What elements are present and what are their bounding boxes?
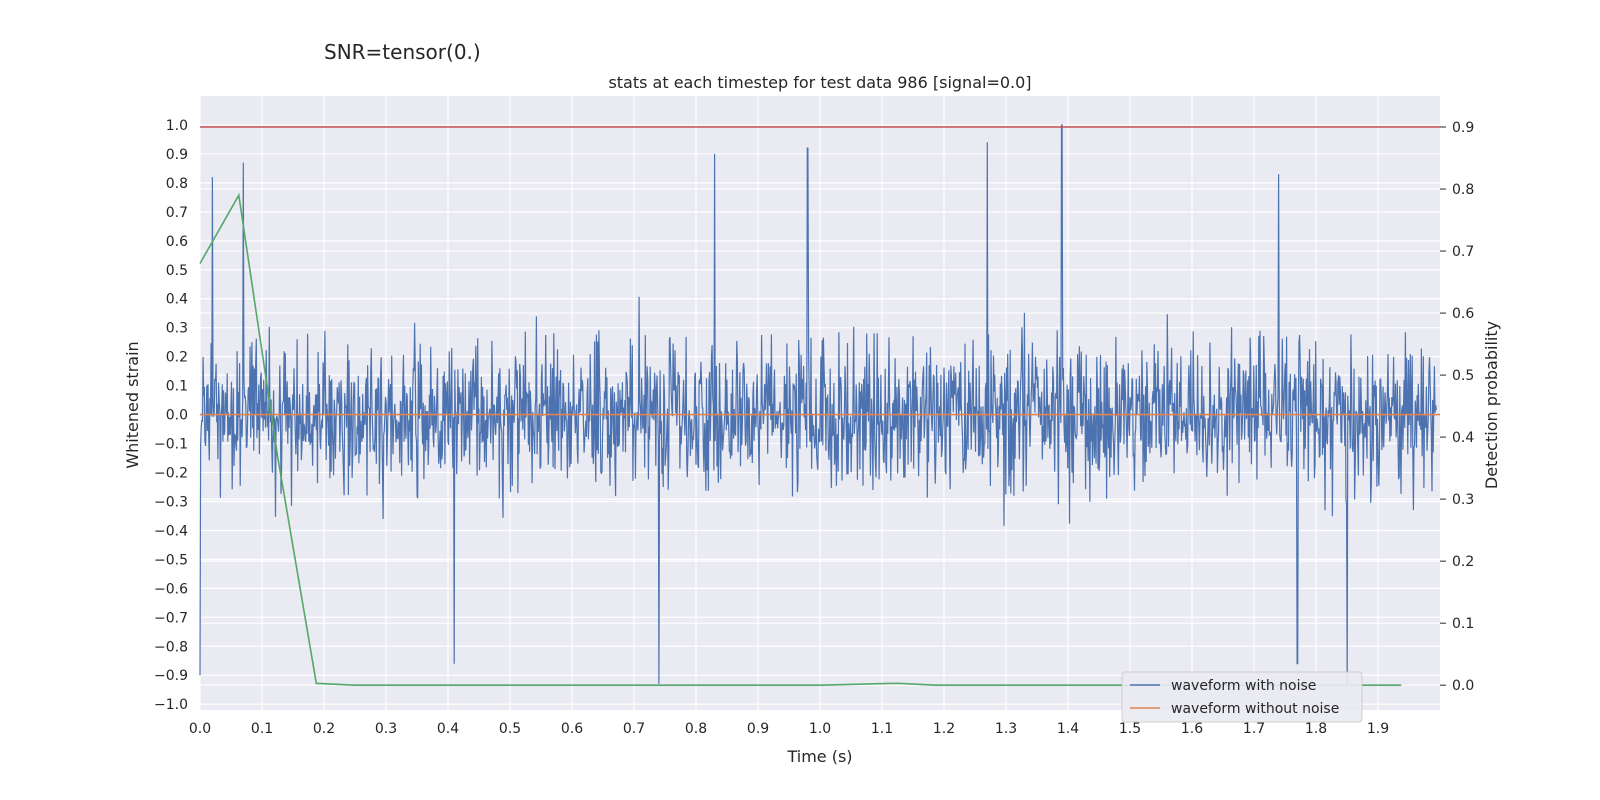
x-tick-label: 0.7 [623, 721, 645, 737]
figure-suptitle: SNR=tensor(0.) [324, 40, 481, 64]
legend-box [1121, 671, 1363, 723]
x-tick-label: 1.2 [933, 721, 955, 737]
legend-label-waveform-without-noise: waveform without noise [1171, 701, 1339, 717]
x-tick-label: 0.9 [747, 721, 769, 737]
x-tick-label: 1.8 [1305, 721, 1327, 737]
y-right-tick-labels: 0.9 0.8 0.7 0.6 0.5 0.4 0.3 0.2 0.1 0.0 [1440, 120, 1474, 694]
line-waveform-with-noise [199, 124, 1437, 684]
y-right-tick-label: 0.1 [1452, 616, 1474, 632]
y-right-tick-label: 0.7 [1452, 244, 1474, 260]
legend: waveform with noise waveform without noi… [1121, 671, 1363, 723]
x-tick-label: 1.7 [1243, 721, 1265, 737]
y-tick-label: −0.2 [154, 466, 188, 482]
y-right-tick-label: 0.0 [1452, 678, 1474, 694]
y-tick-label: 0.9 [166, 147, 188, 163]
x-tick-label: 0.2 [313, 721, 335, 737]
y-right-tick-label: 0.9 [1452, 120, 1474, 136]
x-tick-label: 1.3 [995, 721, 1017, 737]
y-tick-label: −0.9 [154, 668, 188, 684]
y-tick-label: 0.0 [166, 408, 188, 424]
x-tick-label: 0.5 [499, 721, 521, 737]
y-axis-label: Whitened strain [123, 341, 142, 468]
line-detection-probability [199, 192, 1402, 687]
x-tick-label: 0.3 [375, 721, 397, 737]
y-tick-label: 1.0 [166, 118, 188, 134]
y-tick-label: 0.6 [166, 234, 188, 250]
x-tick-label: 0.6 [561, 721, 583, 737]
y-right-tick-label: 0.3 [1452, 492, 1474, 508]
y-right-axis-label: Detection probability [1482, 321, 1501, 489]
y-right-tick-label: 0.6 [1452, 306, 1474, 322]
y-tick-label: 0.3 [166, 321, 188, 337]
x-tick-labels: 0.0 0.1 0.2 0.3 0.4 0.5 0.6 0.7 0.8 0.9 1.0 1.1 1.2 1… [189, 721, 1389, 737]
x-axis-label: Time (s) [786, 747, 852, 766]
y-tick-label: 0.2 [166, 350, 188, 366]
legend-label-waveform-with-noise: waveform with noise [1171, 678, 1316, 694]
x-tick-label: 1.5 [1119, 721, 1141, 737]
x-tick-label: 1.0 [809, 721, 831, 737]
x-tick-label: 1.6 [1181, 721, 1203, 737]
x-tick-label: 1.9 [1367, 721, 1389, 737]
y-right-tick-label: 0.4 [1452, 430, 1474, 446]
y-tick-label: 0.4 [166, 292, 188, 308]
y-tick-label: −0.3 [154, 494, 188, 510]
x-tick-label: 0.1 [251, 721, 273, 737]
y-tick-label: −0.6 [154, 581, 188, 597]
y-tick-label: −1.0 [154, 697, 188, 713]
y-tick-label: 0.8 [166, 176, 188, 192]
x-tick-label: 0.4 [437, 721, 459, 737]
x-tick-label: 0.8 [685, 721, 707, 737]
y-tick-labels: 1.0 0.9 0.8 0.7 0.6 0.5 0.4 0.3 0.2 0.1 0.0 −0.1 −0.… [154, 118, 188, 713]
chart-title: stats at each timestep for test data 986… [608, 73, 1031, 92]
y-tick-label: 0.5 [166, 263, 188, 279]
series-waveform-with-noise [199, 124, 1437, 684]
y-tick-label: −0.1 [154, 437, 188, 453]
y-tick-label: −0.7 [154, 610, 188, 626]
x-tick-label: 1.4 [1057, 721, 1079, 737]
y-right-tick-label: 0.2 [1452, 554, 1474, 570]
y-right-tick-label: 0.5 [1452, 368, 1474, 384]
y-tick-label: −0.5 [154, 552, 188, 568]
y-tick-label: 0.1 [166, 379, 188, 395]
y-tick-label: −0.8 [154, 639, 188, 655]
series-lines [199, 126, 1440, 687]
y-tick-label: −0.4 [154, 523, 188, 539]
x-tick-label: 0.0 [189, 721, 211, 737]
x-tick-label: 1.1 [871, 721, 893, 737]
y-right-tick-label: 0.8 [1452, 182, 1474, 198]
y-tick-label: 0.7 [166, 205, 188, 221]
